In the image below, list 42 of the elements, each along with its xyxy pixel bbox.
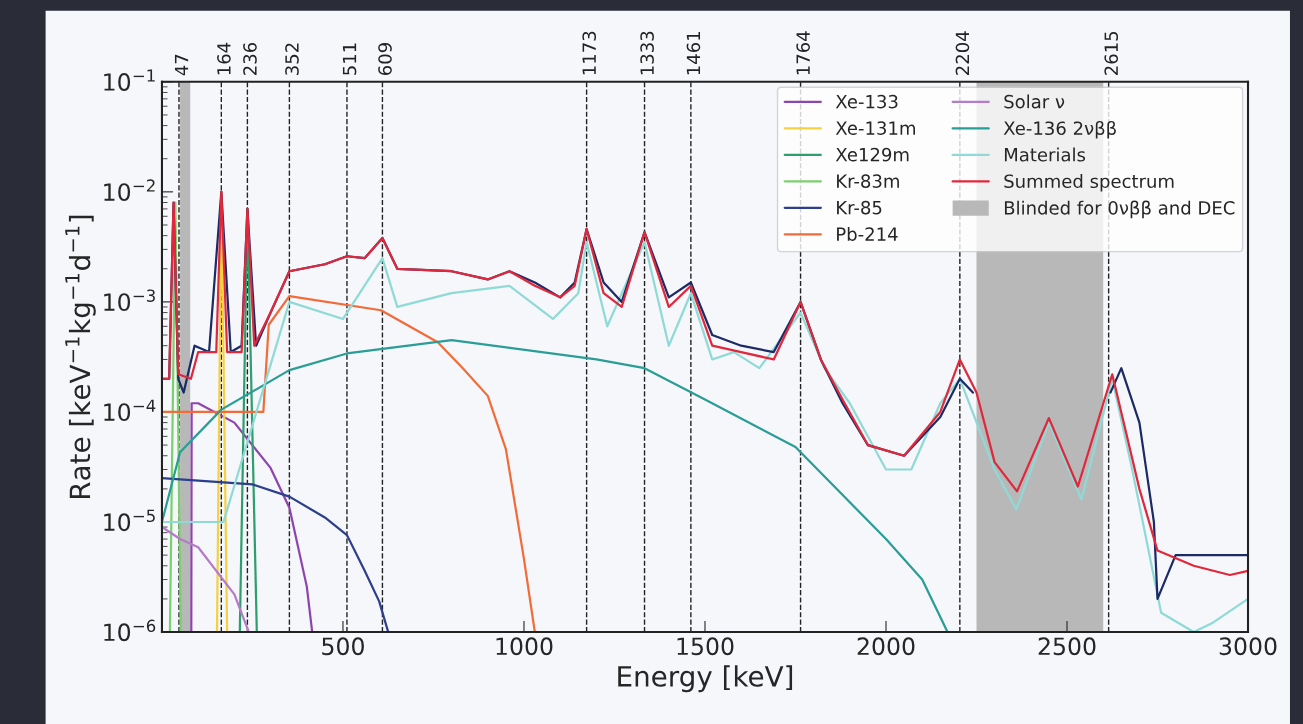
ref-line-label: 511 <box>342 43 357 75</box>
ref-line-label: 2615 <box>1104 31 1119 75</box>
ref-line-label: 1333 <box>640 31 654 75</box>
legend-label: Pb-214 <box>837 226 898 241</box>
ref-line-label: 1173 <box>582 31 597 75</box>
ref-line-label: 1461 <box>686 31 701 75</box>
y-tick-label: 10$^{−6}$ <box>104 619 156 642</box>
x-tick-label: 3000 <box>1219 637 1277 656</box>
legend-label: Xe-133 <box>835 94 898 109</box>
ref-line-label: 236 <box>243 42 257 75</box>
line-series <box>161 294 536 633</box>
x-tick-label: 1000 <box>496 637 553 656</box>
ref-line-label: 352 <box>285 43 299 75</box>
y-tick-label: 10$^{−2}$ <box>104 179 155 201</box>
y-tick-label: 10$^{−4}$ <box>104 399 156 422</box>
band-label: Blinded for 0νββ and DEC <box>1004 200 1235 219</box>
ref-line-label: 609 <box>378 43 392 75</box>
ref-line-label: 47 <box>174 54 189 76</box>
legend-label: Materials <box>1004 147 1086 162</box>
line-series <box>161 525 250 633</box>
y-axis-title: Rate [keV$^{−1}$kg$^{−1}$d$^{−1}$] <box>65 215 96 498</box>
legend-label: Xe129m <box>835 147 909 162</box>
line-series <box>190 402 314 633</box>
x-axis-title: Energy [keV] <box>618 665 793 693</box>
legend-label: Xe-131m <box>835 121 915 135</box>
ref-line-label: 1764 <box>796 31 810 75</box>
y-tick-label: 10$^{−3}$ <box>104 289 155 312</box>
x-tick-label: 2500 <box>1038 637 1096 656</box>
line-series <box>161 338 949 633</box>
legend-label: Kr-83m <box>837 174 899 188</box>
line-series <box>161 477 390 633</box>
legend-label: Kr-85 <box>837 200 882 215</box>
ref-line-label: 2204 <box>955 31 970 75</box>
x-tick-label: 1500 <box>677 637 734 656</box>
y-tick-label: 10$^{−1}$ <box>104 69 155 91</box>
ref-line-label: 164 <box>217 42 231 75</box>
legend-label: Solar ν <box>1004 94 1065 109</box>
x-tick-label: 2000 <box>857 637 915 656</box>
x-tick-label: 500 <box>322 637 364 656</box>
legend-label: Summed spectrum <box>1004 174 1174 192</box>
y-tick-label: 10$^{−5}$ <box>104 509 155 532</box>
legend-label: Xe-136 2νββ <box>1003 120 1116 139</box>
